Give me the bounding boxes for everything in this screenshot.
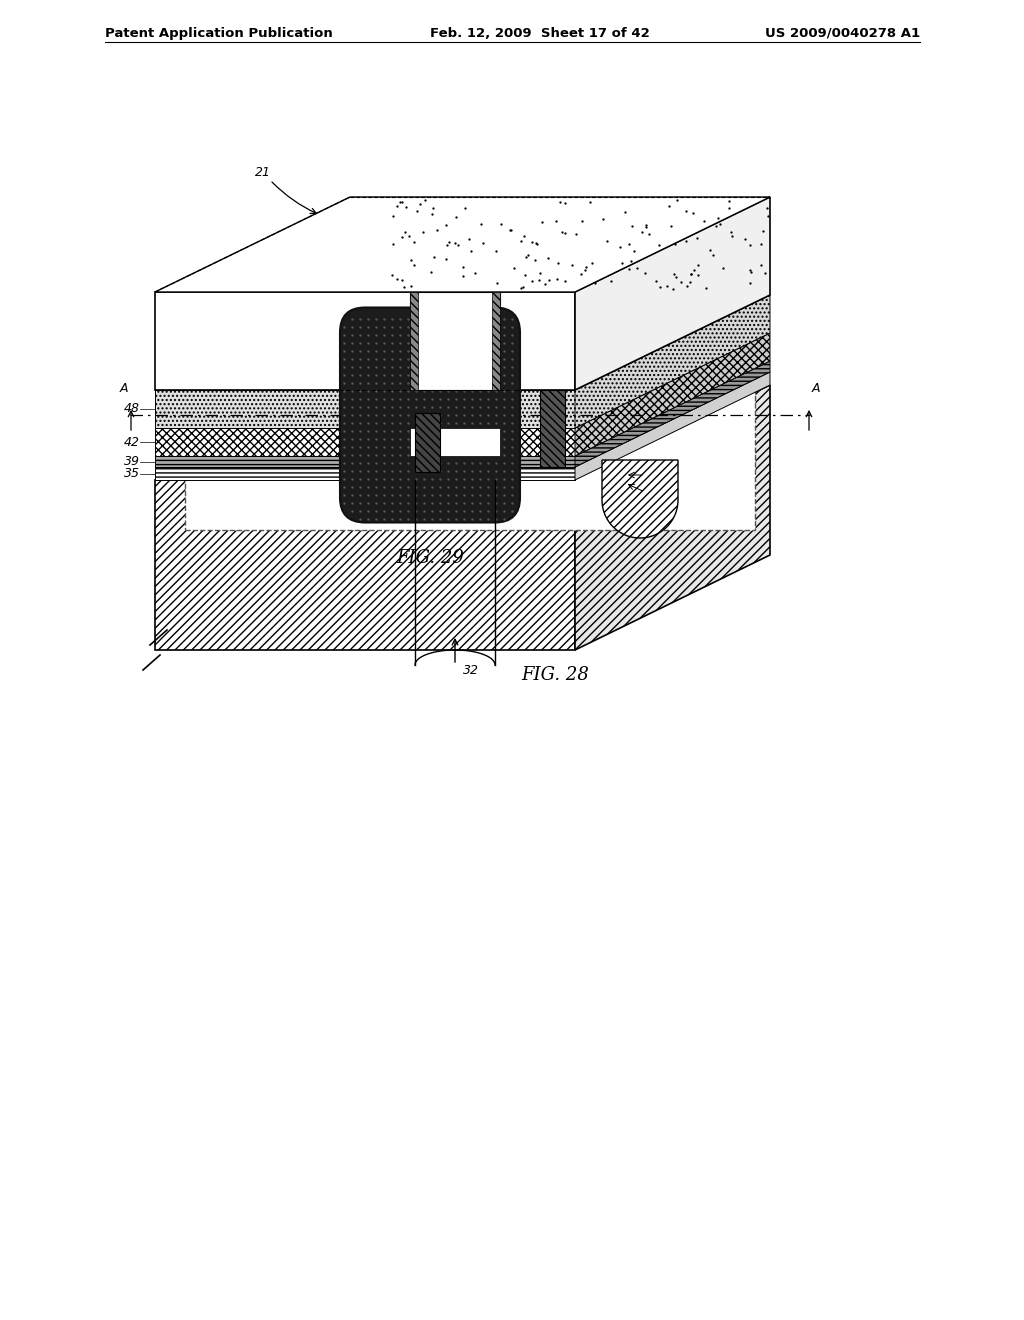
Polygon shape bbox=[410, 292, 418, 389]
Polygon shape bbox=[540, 389, 565, 467]
Polygon shape bbox=[575, 294, 770, 428]
Polygon shape bbox=[410, 428, 500, 455]
Text: 42: 42 bbox=[124, 436, 140, 449]
Polygon shape bbox=[155, 467, 575, 480]
Text: 39: 39 bbox=[124, 455, 140, 469]
Polygon shape bbox=[415, 413, 440, 473]
Polygon shape bbox=[575, 360, 770, 467]
Text: Patent Application Publication: Patent Application Publication bbox=[105, 26, 333, 40]
Polygon shape bbox=[155, 372, 770, 467]
Polygon shape bbox=[155, 385, 770, 480]
Text: A: A bbox=[812, 381, 820, 395]
Polygon shape bbox=[575, 333, 770, 455]
Text: 31: 31 bbox=[648, 483, 664, 496]
Bar bbox=[185, 300, 755, 531]
Polygon shape bbox=[155, 480, 575, 649]
Text: 35: 35 bbox=[124, 467, 140, 480]
Polygon shape bbox=[155, 292, 575, 389]
Polygon shape bbox=[575, 372, 770, 480]
Polygon shape bbox=[492, 292, 500, 389]
FancyBboxPatch shape bbox=[340, 308, 520, 523]
Text: US 2009/0040278 A1: US 2009/0040278 A1 bbox=[765, 26, 920, 40]
Text: 48: 48 bbox=[124, 403, 140, 416]
Polygon shape bbox=[155, 333, 770, 428]
Polygon shape bbox=[575, 197, 770, 389]
Polygon shape bbox=[155, 455, 575, 467]
Text: FIG. 28: FIG. 28 bbox=[521, 667, 589, 684]
Polygon shape bbox=[155, 428, 575, 455]
Polygon shape bbox=[155, 360, 770, 455]
Text: 21: 21 bbox=[255, 165, 271, 178]
Text: 32: 32 bbox=[463, 664, 479, 676]
Text: Feb. 12, 2009  Sheet 17 of 42: Feb. 12, 2009 Sheet 17 of 42 bbox=[430, 26, 650, 40]
Polygon shape bbox=[575, 385, 770, 649]
Text: A: A bbox=[120, 381, 128, 395]
Polygon shape bbox=[155, 197, 770, 292]
Polygon shape bbox=[155, 389, 575, 428]
Text: 9: 9 bbox=[648, 466, 656, 479]
Text: FIG. 29: FIG. 29 bbox=[396, 549, 464, 568]
Polygon shape bbox=[410, 292, 500, 389]
Polygon shape bbox=[602, 459, 678, 539]
Polygon shape bbox=[155, 294, 770, 389]
